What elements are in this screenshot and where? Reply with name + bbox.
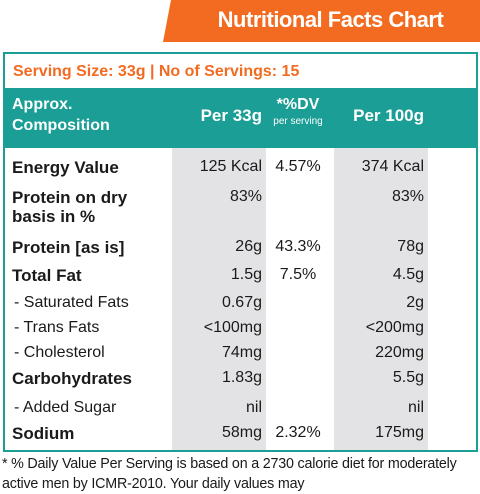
cell-value: 26g	[235, 238, 262, 255]
row-label: - Trans Fats	[14, 319, 100, 336]
row-label: Total Fat	[12, 266, 82, 285]
cell-value: 58mg	[221, 424, 262, 441]
cell-value: 4.57%	[275, 158, 321, 175]
cell-value: 4.5g	[392, 266, 424, 283]
cell-value: 78g	[397, 238, 424, 255]
cell-value: 2g	[406, 294, 424, 311]
cell-value: 43.3%	[275, 238, 321, 255]
row-label: Protein [as is]	[12, 238, 125, 257]
row-label: Energy Value	[12, 158, 119, 177]
column-shade	[172, 148, 266, 450]
table-row: Energy Value 125 Kcal 4.57% 374 Kcal	[5, 154, 476, 184]
cell-value: 2.32%	[275, 424, 321, 441]
cell-value: 74mg	[221, 344, 262, 361]
column-header: *%DV	[276, 96, 320, 113]
cell-value: 5.5g	[392, 369, 424, 386]
table-header: Approx. Composition Per 33g *%DV per ser…	[5, 88, 476, 148]
cell-value: 374 Kcal	[361, 158, 424, 175]
row-label: Sodium	[12, 424, 75, 443]
column-header: Per 100g	[353, 106, 424, 125]
cell-value: 220mg	[375, 344, 424, 361]
column-header: Approx. Composition	[12, 96, 110, 134]
row-label: - Saturated Fats	[14, 294, 129, 311]
column-note: per serving	[273, 116, 323, 127]
cell-value: nil	[407, 399, 424, 416]
footnote: * % Daily Value Per Serving is based on …	[2, 456, 457, 492]
title: Nutritional Facts Chart	[217, 7, 444, 32]
table-row: Total Fat 1.5g 7.5% 4.5g	[5, 262, 476, 290]
cell-value: 0.67g	[221, 294, 262, 311]
table-row: Protein on dry basis in % 83% 83%	[5, 184, 476, 234]
table-row: - Trans Fats <100mg <200mg	[5, 315, 476, 340]
table-row: Sodium 58mg 2.32% 175mg	[5, 420, 476, 448]
cell-value: 175mg	[375, 424, 424, 441]
column-shade	[334, 148, 428, 450]
cell-value: 83%	[391, 188, 424, 205]
cell-value: 125 Kcal	[199, 158, 262, 175]
cell-value: 1.83g	[221, 369, 262, 386]
cell-value: nil	[245, 399, 262, 416]
cell-value: 7.5%	[279, 266, 317, 283]
table-row: - Cholesterol 74mg 220mg	[5, 340, 476, 365]
row-label: Protein on dry basis in %	[12, 188, 128, 226]
column-header: Per 33g	[200, 106, 262, 125]
cell-value: <200mg	[365, 319, 424, 336]
cell-value: 1.5g	[230, 266, 262, 283]
cell-value: 83%	[229, 188, 262, 205]
row-label: - Added Sugar	[14, 399, 117, 416]
table-row: - Added Sugar nil nil	[5, 395, 476, 420]
table-row: Carbohydrates 1.83g 5.5g	[5, 365, 476, 395]
nutrition-table: Serving Size: 33g | No of Servings: 15 A…	[3, 52, 478, 452]
serving-info: Serving Size: 33g | No of Servings: 15	[13, 63, 300, 80]
row-label: - Cholesterol	[14, 344, 105, 361]
table-row: Protein [as is] 26g 43.3% 78g	[5, 234, 476, 262]
cell-value: <100mg	[203, 319, 262, 336]
table-row: - Saturated Fats 0.67g 2g	[5, 290, 476, 315]
banner-shape	[163, 0, 480, 42]
title-banner: Nutritional Facts Chart	[163, 0, 480, 42]
row-label: Carbohydrates	[12, 369, 132, 388]
